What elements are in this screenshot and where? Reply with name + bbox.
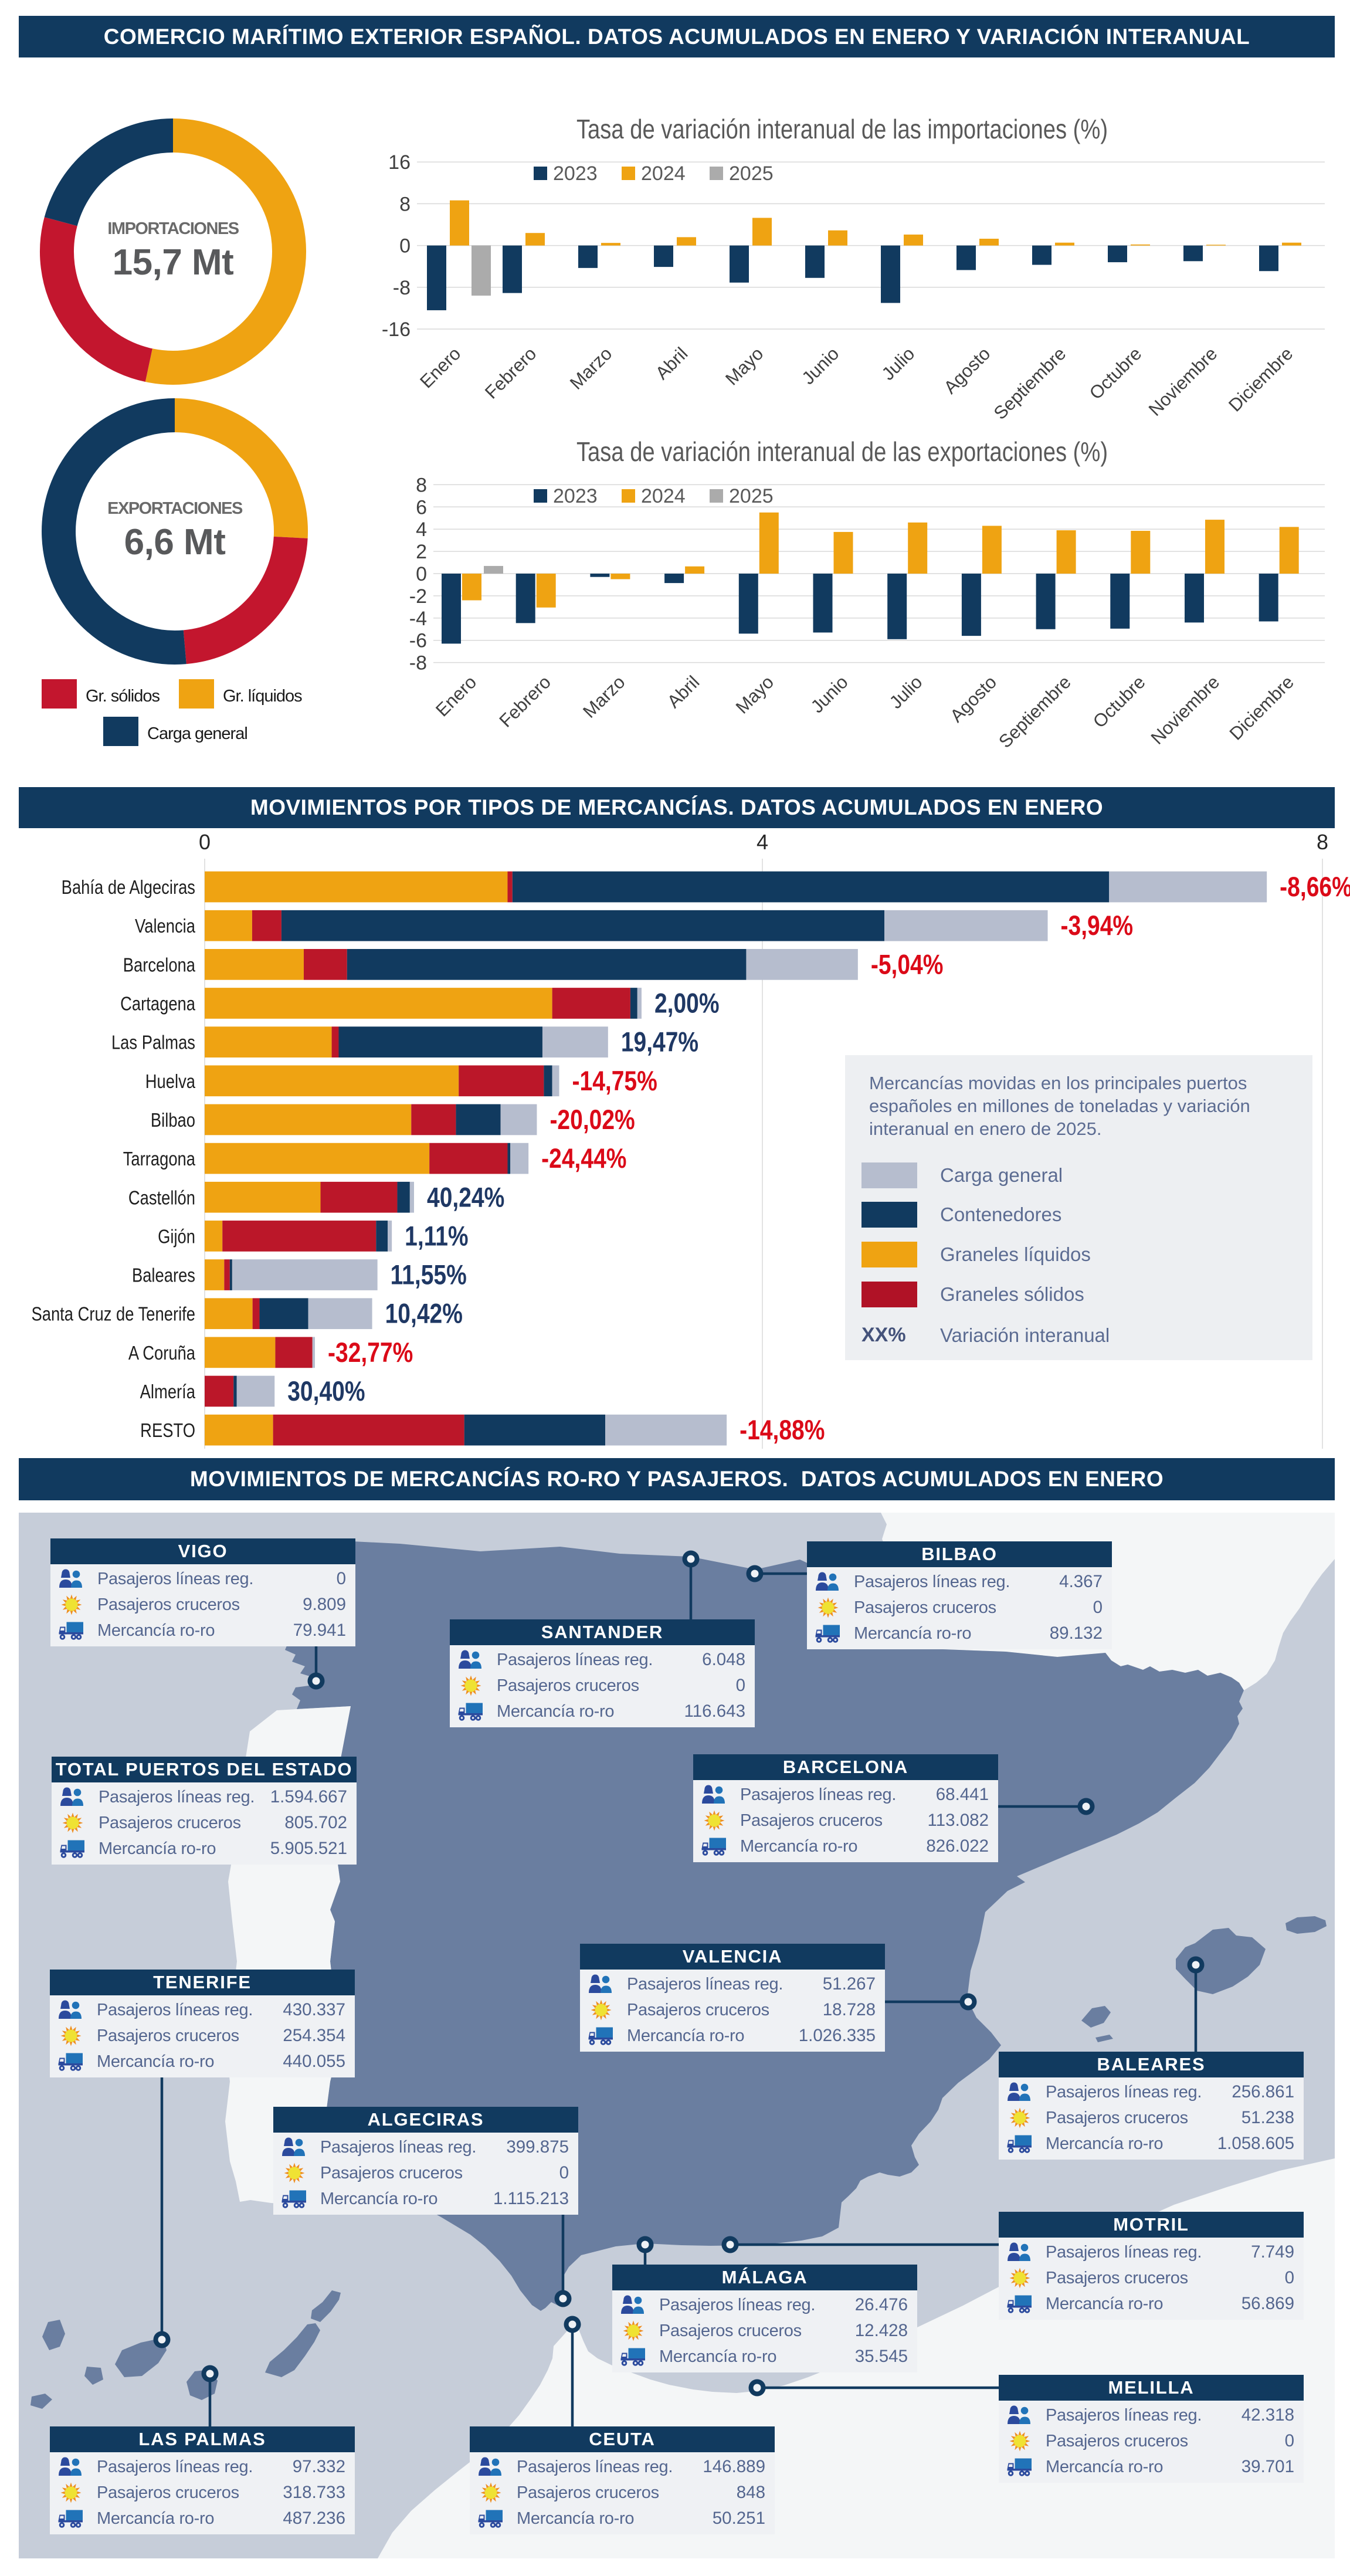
- svg-text:2024: 2024: [641, 162, 686, 185]
- svg-text:11,55%: 11,55%: [391, 1260, 467, 1290]
- svg-text:4: 4: [416, 518, 427, 541]
- svg-text:Junio: Junio: [798, 343, 843, 388]
- svg-text:Enero: Enero: [432, 672, 480, 720]
- svg-text:Julio: Julio: [886, 672, 927, 713]
- svg-text:Tarragona: Tarragona: [123, 1149, 195, 1170]
- svg-text:Agosto: Agosto: [939, 343, 994, 398]
- svg-text:8: 8: [399, 193, 411, 215]
- svg-text:Mayo: Mayo: [721, 343, 767, 389]
- svg-text:15,7 Mt: 15,7 Mt: [113, 242, 234, 283]
- svg-text:Enero: Enero: [416, 343, 464, 392]
- svg-text:Almería: Almería: [140, 1382, 195, 1403]
- svg-text:Agosto: Agosto: [946, 672, 1000, 726]
- svg-text:Septiembre: Septiembre: [995, 672, 1075, 752]
- svg-text:Gr. líquidos: Gr. líquidos: [223, 687, 302, 706]
- svg-text:-8,66%: -8,66%: [1280, 872, 1350, 903]
- svg-text:8: 8: [416, 474, 427, 496]
- svg-text:Tasa de variación interanual d: Tasa de variación interanual de las expo…: [576, 437, 1108, 467]
- svg-text:Bilbao: Bilbao: [151, 1110, 195, 1131]
- svg-text:1,11%: 1,11%: [405, 1221, 468, 1252]
- svg-text:IMPORTACIONES: IMPORTACIONES: [107, 219, 239, 238]
- svg-text:2: 2: [416, 541, 427, 563]
- svg-text:Septiembre: Septiembre: [990, 343, 1070, 423]
- svg-text:Marzo: Marzo: [566, 343, 616, 394]
- svg-text:EXPORTACIONES: EXPORTACIONES: [107, 499, 243, 518]
- svg-text:-6: -6: [409, 630, 427, 652]
- svg-text:-4: -4: [409, 608, 427, 630]
- svg-text:Gijón: Gijón: [158, 1226, 195, 1248]
- svg-text:30,40%: 30,40%: [287, 1377, 365, 1407]
- svg-text:6: 6: [416, 496, 427, 518]
- svg-text:A Coruña: A Coruña: [128, 1343, 195, 1364]
- svg-text:16: 16: [388, 151, 411, 174]
- svg-text:2025: 2025: [729, 162, 774, 185]
- svg-text:RESTO: RESTO: [140, 1421, 195, 1442]
- svg-text:2,00%: 2,00%: [654, 988, 720, 1019]
- svg-text:Marzo: Marzo: [579, 672, 629, 722]
- svg-text:-24,44%: -24,44%: [541, 1144, 626, 1174]
- svg-text:19,47%: 19,47%: [621, 1027, 698, 1057]
- svg-text:2023: 2023: [553, 485, 598, 507]
- svg-text:Baleares: Baleares: [132, 1265, 195, 1286]
- svg-text:0: 0: [399, 235, 411, 257]
- svg-text:0: 0: [199, 830, 211, 854]
- svg-text:Huelva: Huelva: [145, 1072, 195, 1093]
- svg-text:Julio: Julio: [878, 343, 919, 384]
- svg-text:Bahía de Algeciras: Bahía de Algeciras: [62, 877, 195, 899]
- svg-text:4: 4: [757, 830, 768, 854]
- svg-text:Cartagena: Cartagena: [120, 994, 195, 1015]
- svg-text:Castellón: Castellón: [128, 1188, 195, 1209]
- svg-text:-16: -16: [382, 318, 411, 341]
- svg-text:2023: 2023: [553, 162, 598, 185]
- svg-text:Barcelona: Barcelona: [123, 955, 195, 976]
- svg-text:10,42%: 10,42%: [385, 1299, 463, 1329]
- svg-text:Diciembre: Diciembre: [1226, 672, 1298, 744]
- svg-text:Noviembre: Noviembre: [1147, 672, 1224, 748]
- svg-text:6,6 Mt: 6,6 Mt: [124, 522, 226, 562]
- svg-text:-8: -8: [409, 652, 427, 674]
- svg-text:40,24%: 40,24%: [427, 1182, 504, 1213]
- svg-text:2025: 2025: [729, 485, 774, 507]
- svg-text:Las Palmas: Las Palmas: [111, 1032, 195, 1053]
- svg-text:-5,04%: -5,04%: [871, 950, 944, 980]
- svg-text:Diciembre: Diciembre: [1225, 343, 1297, 415]
- svg-text:Carga general: Carga general: [147, 724, 247, 743]
- svg-text:Valencia: Valencia: [135, 916, 195, 937]
- svg-text:Abril: Abril: [663, 672, 704, 712]
- svg-text:0: 0: [416, 563, 427, 585]
- svg-text:Tasa de variación interanual d: Tasa de variación interanual de las impo…: [576, 114, 1108, 144]
- svg-text:-32,77%: -32,77%: [328, 1337, 413, 1368]
- svg-text:-8: -8: [393, 277, 411, 299]
- svg-text:Gr. sólidos: Gr. sólidos: [86, 687, 160, 706]
- svg-text:Febrero: Febrero: [495, 672, 555, 731]
- svg-text:Santa Cruz de Tenerife: Santa Cruz de Tenerife: [31, 1304, 195, 1325]
- svg-text:-3,94%: -3,94%: [1061, 911, 1134, 941]
- svg-text:2024: 2024: [641, 485, 686, 507]
- svg-text:8: 8: [1317, 830, 1328, 854]
- svg-text:Mayo: Mayo: [732, 672, 778, 717]
- svg-text:Noviembre: Noviembre: [1145, 343, 1222, 420]
- svg-text:Octubre: Octubre: [1086, 343, 1146, 404]
- svg-text:-14,88%: -14,88%: [740, 1415, 825, 1446]
- svg-text:Junio: Junio: [807, 672, 852, 717]
- svg-text:Abril: Abril: [652, 343, 692, 384]
- svg-text:Octubre: Octubre: [1089, 672, 1149, 732]
- svg-text:-14,75%: -14,75%: [572, 1066, 657, 1096]
- svg-text:Febrero: Febrero: [481, 343, 541, 403]
- svg-text:-2: -2: [409, 585, 427, 608]
- svg-text:-20,02%: -20,02%: [550, 1105, 635, 1136]
